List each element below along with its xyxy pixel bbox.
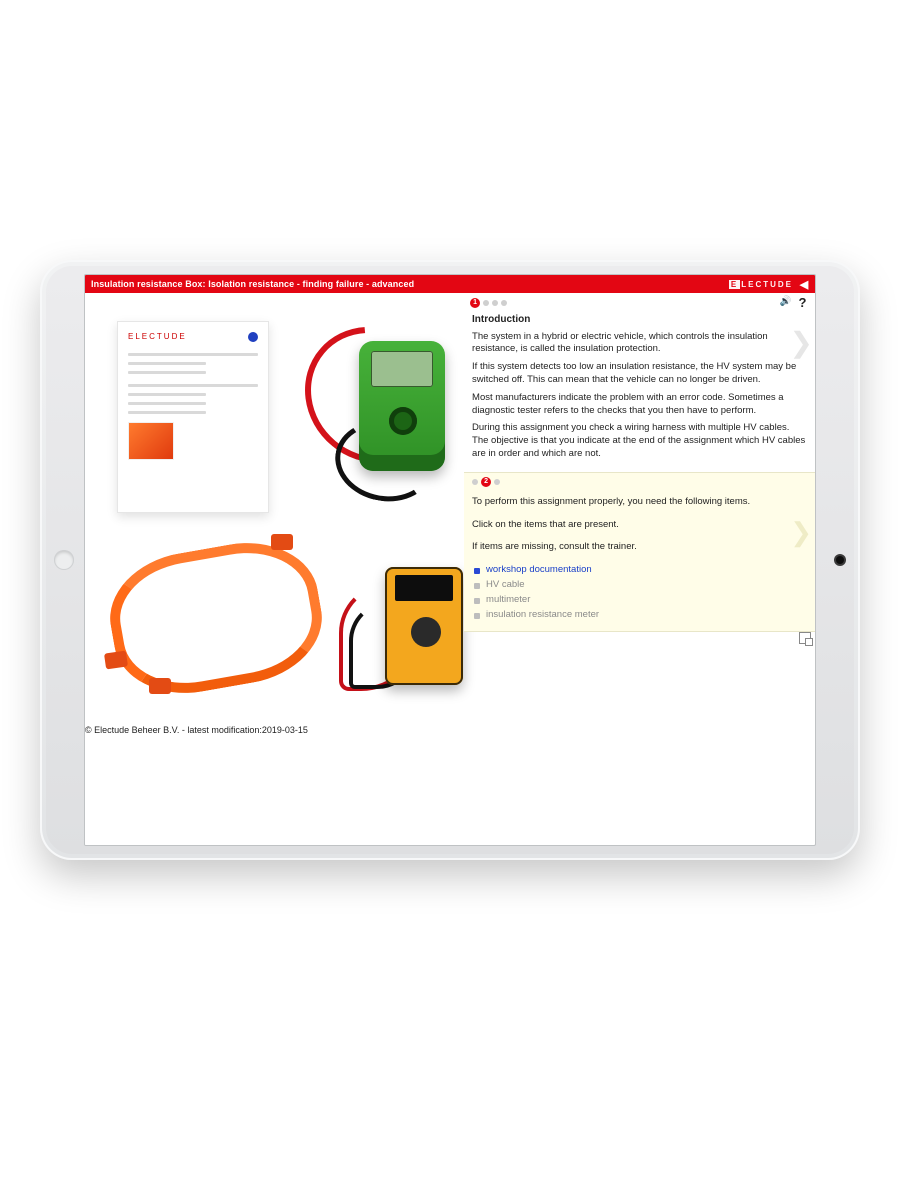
camera-dot bbox=[836, 556, 844, 564]
next-chevron-icon[interactable]: ❯ bbox=[790, 335, 813, 352]
requirement-item[interactable]: multimeter bbox=[472, 593, 807, 608]
text-pane: 1 🔊 ? ❯ Introduction Th bbox=[464, 293, 815, 845]
step-dot-1[interactable]: 1 bbox=[470, 298, 480, 308]
app-screen: Insulation resistance Box: Isolation res… bbox=[84, 274, 816, 846]
tablet-frame: Insulation resistance Box: Isolation res… bbox=[40, 260, 860, 860]
note-line1: To perform this assignment properly, you… bbox=[472, 496, 807, 509]
lesson-title: Insulation resistance Box: Isolation res… bbox=[91, 279, 729, 289]
brand-logo: ELECTUDE bbox=[729, 280, 793, 289]
note-dot-1[interactable] bbox=[472, 479, 478, 485]
workshop-doc-image[interactable]: ELECTUDE bbox=[117, 321, 269, 513]
stage: Insulation resistance Box: Isolation res… bbox=[0, 0, 900, 1200]
intro-heading: Introduction bbox=[472, 313, 807, 327]
intro-section: Introduction The system in a hybrid or e… bbox=[464, 309, 815, 472]
doc-brand: ELECTUDE bbox=[128, 332, 258, 341]
hv-cable-image[interactable] bbox=[101, 528, 321, 698]
content-body: ELECTUDE bbox=[85, 293, 815, 845]
expand-icon[interactable] bbox=[799, 632, 811, 644]
sound-icon[interactable]: 🔊 bbox=[779, 296, 792, 309]
intro-step-dots[interactable]: 1 bbox=[470, 298, 507, 308]
intro-p1: The system in a hybrid or electric vehic… bbox=[472, 331, 807, 357]
note-next-chevron-icon[interactable]: ❯ bbox=[790, 515, 812, 550]
intro-toolbar: 1 🔊 ? bbox=[464, 293, 815, 309]
step-dot-3[interactable] bbox=[492, 300, 498, 306]
step-dot-2[interactable] bbox=[483, 300, 489, 306]
requirement-list: workshop documentationHV cablemultimeter… bbox=[472, 563, 807, 622]
note-line2: Click on the items that are present. bbox=[472, 519, 807, 532]
requirements-note: 2 ❯ To perform this assignment properly,… bbox=[464, 472, 815, 632]
help-icon[interactable]: ? bbox=[796, 296, 809, 309]
intro-p3: Most manufacturers indicate the problem … bbox=[472, 392, 807, 418]
multimeter-image[interactable] bbox=[335, 553, 475, 703]
note-dot-3[interactable] bbox=[494, 479, 500, 485]
step-dot-4[interactable] bbox=[501, 300, 507, 306]
app-header: Insulation resistance Box: Isolation res… bbox=[85, 275, 815, 293]
requirement-item[interactable]: HV cable bbox=[472, 578, 807, 593]
insulation-meter-image[interactable] bbox=[295, 311, 455, 501]
requirement-item[interactable]: workshop documentation bbox=[472, 563, 807, 578]
copyright-text: © Electude Beheer B.V. - latest modifica… bbox=[85, 725, 308, 735]
intro-p2: If this system detects too low an insula… bbox=[472, 361, 807, 387]
requirement-item[interactable]: insulation resistance meter bbox=[472, 608, 807, 623]
note-step-dots[interactable]: 2 bbox=[472, 477, 807, 487]
intro-p4: During this assignment you check a wirin… bbox=[472, 422, 807, 460]
image-pane: ELECTUDE bbox=[85, 293, 464, 845]
home-button[interactable] bbox=[54, 550, 74, 570]
expand-bar bbox=[464, 632, 815, 644]
note-dot-2[interactable]: 2 bbox=[481, 477, 491, 487]
back-icon[interactable]: ◀ bbox=[799, 278, 809, 291]
note-line3: If items are missing, consult the traine… bbox=[472, 541, 807, 554]
